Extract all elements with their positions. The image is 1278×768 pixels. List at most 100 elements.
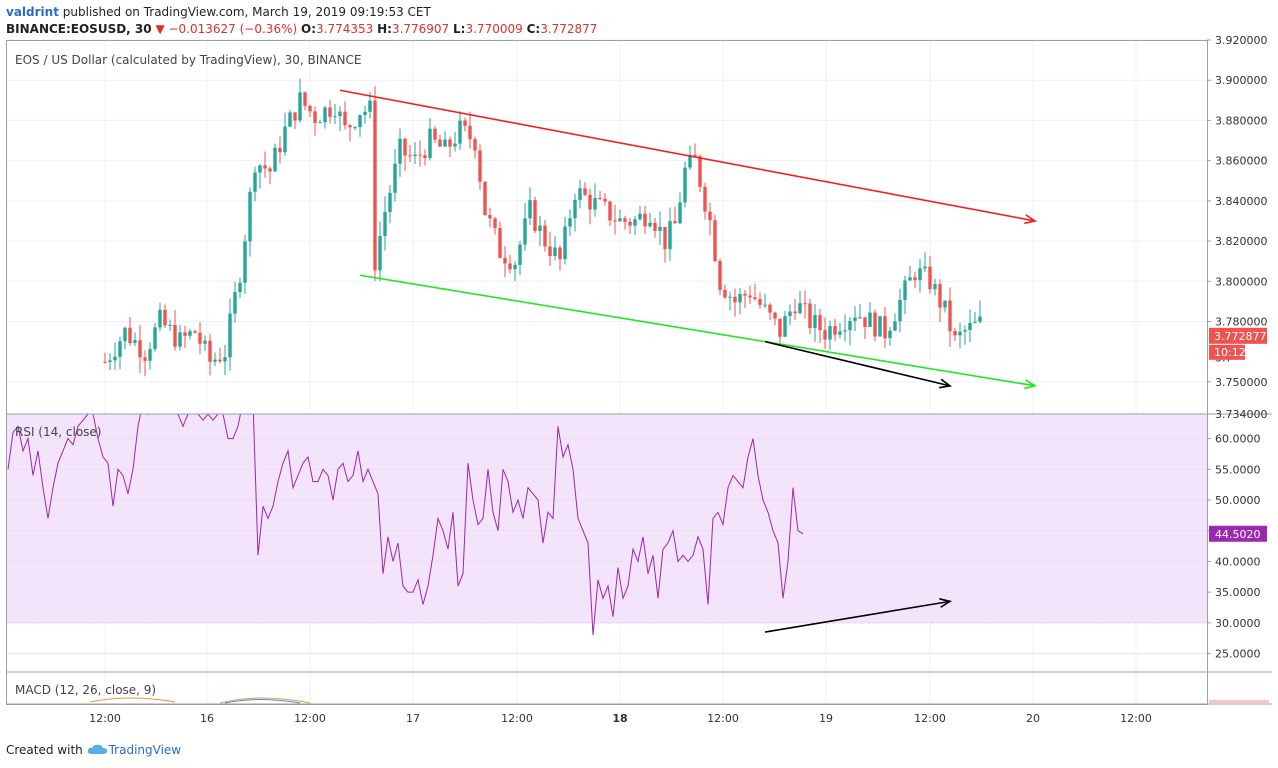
candle-body[interactable] [623, 218, 627, 222]
candle-body[interactable] [198, 332, 202, 344]
candle-body[interactable] [253, 172, 257, 192]
candle-body[interactable] [418, 154, 422, 156]
candle-body[interactable] [873, 312, 877, 337]
candle-body[interactable] [483, 181, 487, 216]
macd-line[interactable] [224, 699, 301, 704]
candle-body[interactable] [503, 257, 507, 264]
candle-body[interactable] [143, 357, 147, 361]
candle-body[interactable] [258, 165, 262, 173]
candle-body[interactable] [748, 295, 752, 298]
candle-body[interactable] [358, 115, 362, 128]
candle-body[interactable] [603, 198, 607, 202]
candle-body[interactable] [718, 261, 722, 290]
candle-body[interactable] [308, 105, 312, 112]
candle-body[interactable] [518, 244, 522, 265]
candle-body[interactable] [443, 139, 447, 147]
candle-body[interactable] [913, 277, 917, 281]
candle-body[interactable] [818, 315, 822, 331]
candle-body[interactable] [283, 126, 287, 153]
candle-body[interactable] [918, 268, 922, 281]
candle-body[interactable] [553, 247, 557, 256]
candle-body[interactable] [393, 163, 397, 193]
candle-body[interactable] [533, 200, 537, 231]
candle-body[interactable] [528, 200, 532, 219]
lower-channel-arrow[interactable] [359, 274, 1038, 390]
candle-body[interactable] [493, 218, 497, 229]
candle-body[interactable] [473, 139, 477, 151]
candle-body[interactable] [958, 331, 962, 336]
candle-body[interactable] [563, 226, 567, 260]
candle-body[interactable] [478, 150, 482, 182]
candle-body[interactable] [838, 331, 842, 335]
candle-body[interactable] [463, 120, 467, 126]
candle-body[interactable] [498, 228, 502, 258]
candle-body[interactable] [633, 219, 637, 226]
candle-body[interactable] [848, 320, 852, 331]
candle-body[interactable] [628, 221, 632, 226]
candle-body[interactable] [733, 296, 737, 303]
candle-body[interactable] [233, 292, 237, 314]
candle-body[interactable] [423, 155, 427, 159]
price-divergence-arrow-line[interactable] [764, 340, 951, 387]
candle-body[interactable] [313, 111, 317, 123]
candle-body[interactable] [108, 360, 112, 362]
candle-body[interactable] [803, 303, 807, 305]
candle-body[interactable] [353, 127, 357, 129]
candle-body[interactable] [673, 221, 677, 224]
candle-body[interactable] [613, 220, 617, 222]
candle-body[interactable] [753, 297, 757, 300]
upper-channel-arrow-line[interactable] [339, 89, 1036, 222]
candle-body[interactable] [458, 120, 462, 144]
candle-body[interactable] [893, 321, 897, 331]
candle-body[interactable] [663, 226, 667, 250]
upper-channel-arrow-arrowhead[interactable] [1024, 214, 1038, 225]
candle-body[interactable] [758, 299, 762, 305]
candle-body[interactable] [598, 198, 602, 200]
candle-body[interactable] [453, 143, 457, 147]
candle-body[interactable] [408, 155, 412, 157]
candle-body[interactable] [938, 284, 942, 308]
candle-body[interactable] [228, 313, 232, 358]
price-divergence-arrow[interactable] [764, 340, 952, 389]
candle-body[interactable] [743, 293, 747, 296]
macd-signal-line[interactable] [219, 697, 311, 704]
candle-body[interactable] [713, 220, 717, 262]
candle-body[interactable] [738, 293, 742, 303]
candle-body[interactable] [543, 225, 547, 247]
candle-body[interactable] [573, 199, 577, 219]
candle-body[interactable] [403, 138, 407, 156]
candle-body[interactable] [843, 330, 847, 332]
candle-body[interactable] [883, 316, 887, 339]
candle-body[interactable] [943, 300, 947, 308]
candle-body[interactable] [948, 300, 952, 332]
candle-body[interactable] [103, 361, 107, 363]
candle-body[interactable] [778, 318, 782, 337]
candle-body[interactable] [113, 356, 117, 361]
rsi-line[interactable] [7, 383, 804, 636]
candle-body[interactable] [558, 247, 562, 260]
candle-body[interactable] [173, 324, 177, 347]
rsi-divergence-arrow-line[interactable] [764, 600, 951, 633]
candle-body[interactable] [638, 213, 642, 220]
author-name[interactable]: valdrint [6, 5, 59, 19]
candle-body[interactable] [588, 194, 592, 210]
candle-body[interactable] [163, 309, 167, 326]
candle-body[interactable] [908, 277, 912, 281]
candle-body[interactable] [813, 315, 817, 329]
candle-body[interactable] [278, 147, 282, 153]
candle-body[interactable] [968, 322, 972, 331]
candle-body[interactable] [568, 218, 572, 227]
candle-body[interactable] [168, 324, 172, 326]
candle-body[interactable] [683, 167, 687, 203]
candle-body[interactable] [708, 211, 712, 221]
candle-body[interactable] [133, 340, 137, 343]
candle-body[interactable] [428, 128, 432, 159]
candle-body[interactable] [693, 154, 697, 157]
candle-body[interactable] [933, 284, 937, 290]
candle-body[interactable] [513, 264, 517, 270]
candle-body[interactable] [653, 222, 657, 231]
candle-body[interactable] [378, 236, 382, 271]
candle-body[interactable] [868, 312, 872, 327]
candle-body[interactable] [223, 357, 227, 362]
candle-body[interactable] [138, 340, 142, 358]
